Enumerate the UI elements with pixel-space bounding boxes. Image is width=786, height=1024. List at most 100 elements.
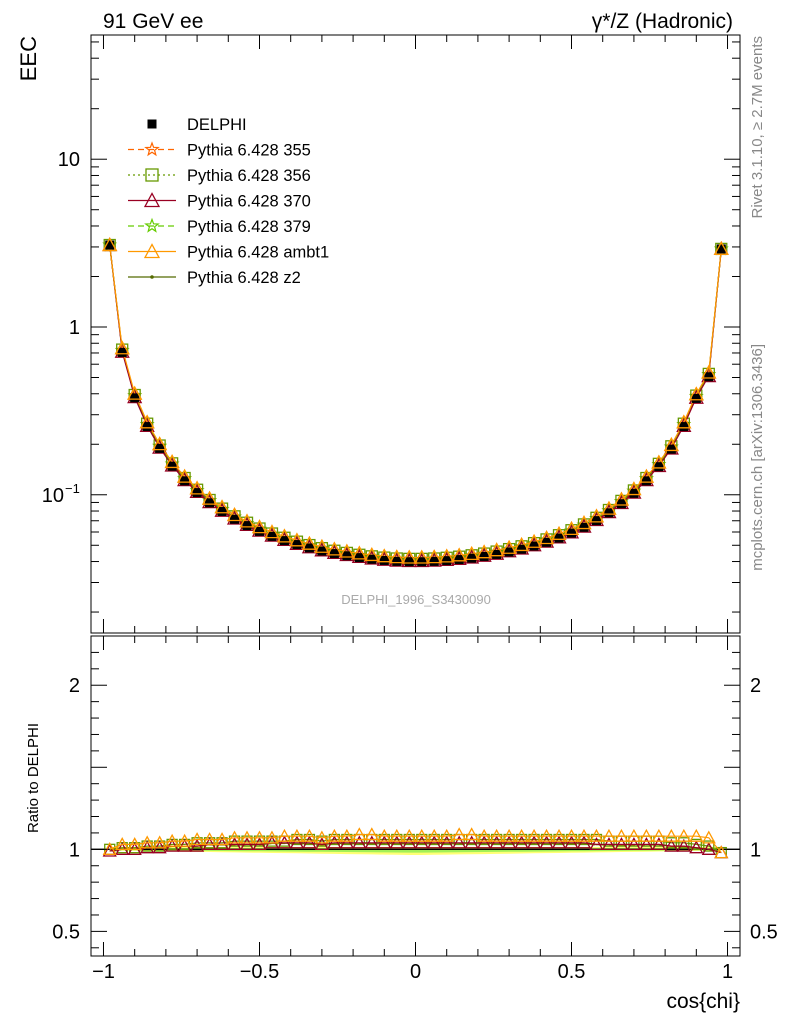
- main-marker-top-46: [676, 414, 692, 429]
- ratio-marker-0-39: [589, 828, 604, 842]
- legend-label-5: Pythia 6.428 ambt1: [187, 244, 329, 262]
- main-marker-top-13: [264, 524, 280, 539]
- delphi-point-2: [130, 393, 140, 403]
- ratio-marker-1-14: [277, 835, 292, 849]
- ratio-marker-1-38: [576, 835, 592, 849]
- delphi-point-22: [379, 555, 389, 565]
- main-marker-top-6: [177, 468, 193, 483]
- delphi-point-15: [292, 540, 302, 550]
- ratio-marker-0-26: [427, 828, 442, 842]
- ratio-marker-1-30: [477, 835, 492, 849]
- main-marker-top-31: [489, 542, 505, 557]
- x-tick-label-0: −1: [92, 961, 115, 983]
- main-marker-top-3: [139, 414, 155, 429]
- legend-marker-3: [143, 192, 161, 208]
- header-right-label: γ*/Z (Hadronic): [592, 10, 733, 33]
- ratio-marker-2-45: [665, 837, 678, 849]
- main-marker-top-32: [501, 539, 517, 554]
- main-marker-top-35: [538, 530, 555, 545]
- ratio-marker-2-47: [690, 838, 702, 851]
- legend-entry-3: Pythia 6.428 370: [128, 192, 311, 211]
- delphi-point-6: [180, 476, 190, 486]
- ratio-marker-0-2: [127, 837, 142, 851]
- ratio-marker-0-8: [202, 832, 217, 846]
- ratio-marker-1-32: [502, 835, 517, 849]
- ratio-marker-0-21: [364, 827, 379, 841]
- delphi-point-48: [704, 372, 714, 382]
- main-line-4: [109, 244, 722, 561]
- x-tick-label-4: 1: [722, 961, 733, 983]
- ratio-marker-1-47: [689, 840, 704, 854]
- ratio-series-layer: [91, 827, 740, 859]
- main-marker-top-12: [251, 519, 268, 534]
- ratio-marker-0-9: [214, 832, 230, 846]
- delphi-point-0: [105, 240, 115, 250]
- main-line-6: [109, 244, 722, 560]
- delphi-point-12: [254, 526, 264, 536]
- ratio-marker-1-28: [452, 835, 467, 849]
- delphi-point-29: [467, 553, 477, 563]
- ratio-marker-0-32: [502, 828, 517, 842]
- ratio-marker-0-34: [526, 828, 542, 842]
- main-marker-top-9: [214, 499, 230, 514]
- ratio-marker-1-23: [389, 835, 404, 849]
- ratio-marker-0-44: [651, 828, 666, 842]
- delphi-point-4: [155, 443, 165, 453]
- main-marker-top-29: [464, 546, 480, 561]
- main-marker-top-26: [426, 549, 442, 564]
- ratio-marker-1-25: [414, 835, 429, 849]
- ratio-marker-0-46: [676, 828, 691, 842]
- ratio-marker-0-35: [539, 828, 554, 842]
- ratio-y-tick-label-right-1: 1: [750, 839, 761, 861]
- main-marker-top-38: [576, 515, 592, 530]
- ratio-marker-0-23: [389, 828, 404, 842]
- main-marker-top-8: [201, 490, 218, 505]
- main-marker-top-28: [451, 547, 467, 562]
- ratio-marker-2-46: [678, 837, 690, 849]
- legend-marker-1: [144, 141, 160, 157]
- ratio-marker-0-6: [177, 833, 192, 847]
- ratio-marker-0-1: [115, 837, 130, 851]
- delphi-point-10: [230, 514, 240, 524]
- main-y-tick-label-exp-0: −1: [65, 481, 80, 496]
- legend-label-3: Pythia 6.428 370: [187, 193, 311, 211]
- ratio-marker-0-40: [601, 828, 617, 842]
- main-marker-top-0: [102, 237, 118, 252]
- delphi-point-36: [554, 533, 564, 543]
- ratio-y-tick-label-1: 1: [69, 839, 80, 861]
- legend-entry-4: Pythia 6.428 379: [128, 217, 311, 236]
- ratio-marker-1-16: [302, 835, 317, 849]
- ratio-marker-1-7: [189, 838, 205, 852]
- delphi-point-23: [392, 556, 402, 566]
- delphi-point-31: [492, 549, 502, 559]
- delphi-point-25: [417, 557, 427, 567]
- main-marker-top-47: [688, 386, 704, 401]
- ratio-marker-1-37: [564, 835, 579, 849]
- ratio-marker-1-27: [439, 835, 454, 849]
- main-marker-top-5: [164, 454, 180, 469]
- ratio-marker-0-13: [264, 830, 280, 844]
- ratio-marker-1-42: [626, 837, 642, 851]
- ratio-marker-1-43: [639, 837, 654, 851]
- legend-label-0: DELPHI: [187, 116, 247, 134]
- delphi-point-8: [205, 498, 215, 508]
- delphi-point-37: [567, 528, 577, 538]
- delphi-point-34: [529, 541, 539, 551]
- ratio-y-tick-label-2: 2: [69, 675, 80, 697]
- ratio-marker-1-46: [676, 838, 691, 852]
- ratio-marker-0-14: [277, 828, 292, 842]
- ratio-marker-1-34: [526, 835, 542, 849]
- ratio-marker-1-48: [701, 841, 716, 855]
- main-y-tick-label-1: 1: [69, 317, 80, 339]
- ratio-marker-1-20: [352, 835, 367, 849]
- delphi-point-9: [217, 506, 227, 516]
- axis-ticks: [91, 35, 740, 956]
- ratio-marker-1-29: [464, 835, 479, 849]
- ratio-marker-0-42: [626, 828, 642, 842]
- main-series-layer: [102, 237, 729, 568]
- ratio-marker-1-19: [339, 835, 354, 849]
- ratio-marker-0-19: [339, 828, 354, 842]
- x-axis-title: cos{chi}: [666, 990, 740, 1013]
- delphi-point-39: [591, 516, 601, 526]
- ratio-marker-0-10: [227, 830, 242, 844]
